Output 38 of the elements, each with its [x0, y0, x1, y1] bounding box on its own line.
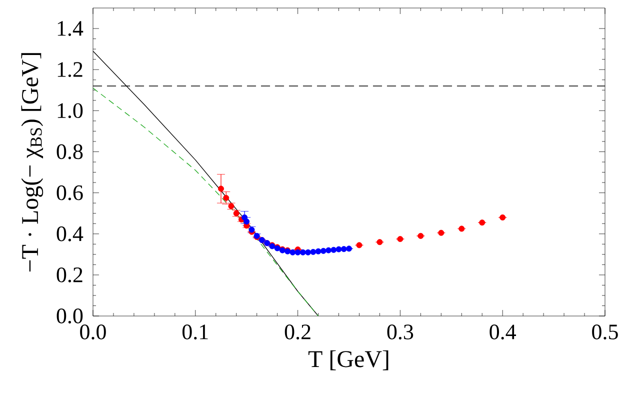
- point: [376, 239, 383, 246]
- y-tick-label: 0.2: [56, 267, 82, 282]
- point: [223, 194, 230, 201]
- x-tick-label: 0.1: [182, 324, 208, 340]
- y-tick-label: 0.0: [56, 308, 83, 324]
- y-tick-label: 1.4: [58, 21, 84, 36]
- y-tick-label: 0.8: [56, 144, 83, 160]
- point: [310, 248, 316, 255]
- x-axis-title: T [GeV]: [308, 350, 388, 370]
- y-tick-label: 0.6: [56, 185, 83, 200]
- point: [315, 248, 322, 254]
- point: [346, 246, 352, 252]
- point: [320, 248, 326, 254]
- point: [300, 249, 306, 256]
- point: [330, 246, 337, 253]
- point: [418, 232, 424, 239]
- point: [336, 246, 342, 252]
- y-tick-label: 0.4: [56, 226, 84, 242]
- y-axis-title: −T · Log(− χ$_{BS}$) [GeV]: [21, 53, 44, 272]
- point: [340, 246, 347, 252]
- point: [397, 236, 404, 242]
- point: [479, 220, 486, 226]
- point: [438, 230, 444, 236]
- point: [458, 226, 465, 232]
- y-tick-label: 1.2: [58, 62, 82, 78]
- x-tick-label: 0.0: [80, 324, 106, 340]
- point: [294, 249, 301, 256]
- point: [290, 249, 296, 256]
- x-tick-label: 0.3: [387, 324, 414, 340]
- x-tick-label: 0.5: [592, 324, 618, 340]
- x-tick-label: 0.2: [284, 324, 310, 340]
- x-tick-label: 0.4: [490, 324, 516, 340]
- point: [326, 247, 332, 254]
- point: [500, 214, 506, 220]
- point: [305, 249, 312, 256]
- point: [218, 186, 224, 192]
- point: [356, 242, 362, 248]
- y-tick-label: 1.0: [58, 103, 83, 118]
